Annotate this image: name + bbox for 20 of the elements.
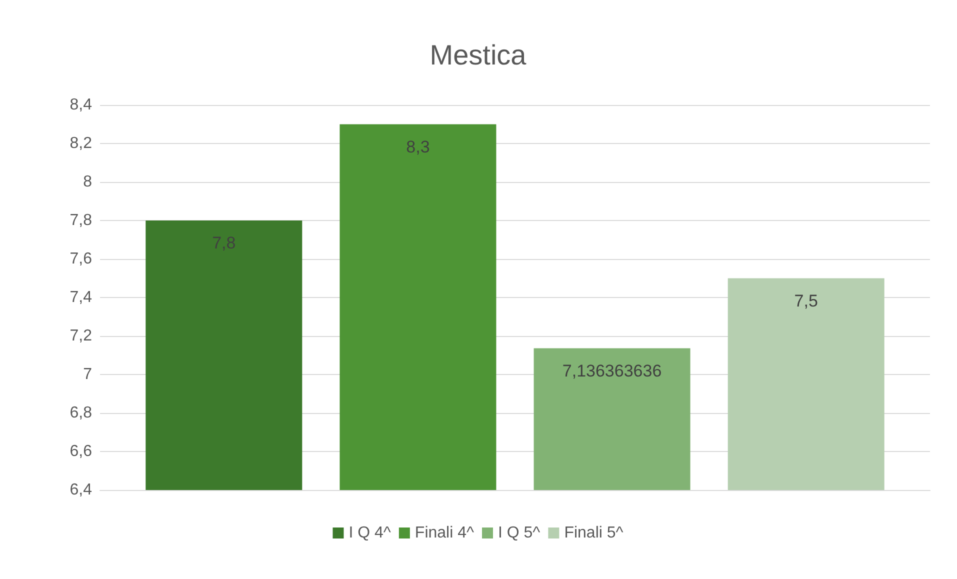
data-label: 7,5	[794, 291, 818, 310]
y-tick-label: 8,4	[70, 96, 92, 114]
y-tick-label: 8	[83, 174, 92, 190]
legend-label: I Q 4^	[348, 524, 392, 542]
y-tick-label: 6,6	[70, 443, 92, 460]
y-tick-label: 7	[83, 366, 92, 383]
legend-label: I Q 5^	[498, 524, 541, 542]
y-tick-label: 7,6	[70, 250, 92, 268]
legend-label: Finali 5^	[564, 524, 624, 542]
legend-label: Finali 4^	[414, 524, 474, 542]
y-tick-label: 7,2	[70, 328, 92, 344]
data-label: 7,8	[212, 234, 236, 252]
y-tick-label: 7,4	[70, 289, 92, 306]
y-tick-label: 6,4	[70, 482, 92, 498]
data-label: 7,136363636	[562, 361, 662, 380]
y-tick-label: 6,8	[70, 404, 92, 422]
y-tick-label: 7,8	[70, 212, 92, 229]
data-label: 8,3	[406, 137, 430, 156]
chart-title: Mestica	[430, 40, 527, 70]
y-tick-label: 8,2	[70, 135, 92, 152]
